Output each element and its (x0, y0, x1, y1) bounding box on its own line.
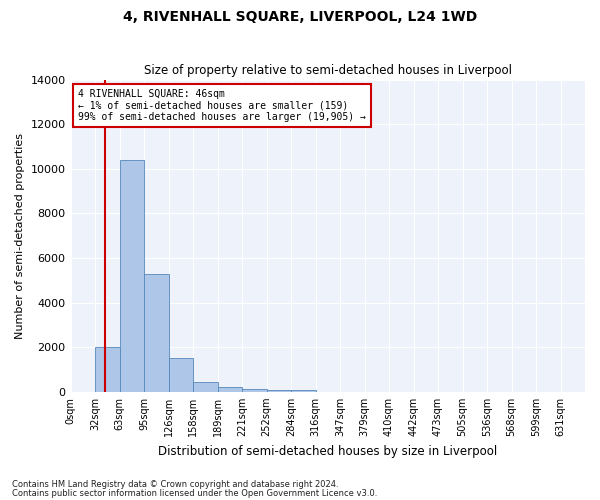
Bar (193, 382, 218, 392)
Bar (144, 274, 169, 392)
Text: 4, RIVENHALL SQUARE, LIVERPOOL, L24 1WD: 4, RIVENHALL SQUARE, LIVERPOOL, L24 1WD (123, 10, 477, 24)
Title: Size of property relative to semi-detached houses in Liverpool: Size of property relative to semi-detach… (144, 64, 512, 77)
Bar (291, 390, 316, 392)
Bar (119, 160, 144, 392)
Text: Contains public sector information licensed under the Open Government Licence v3: Contains public sector information licen… (12, 488, 377, 498)
Bar (242, 389, 266, 392)
Text: Contains HM Land Registry data © Crown copyright and database right 2024.: Contains HM Land Registry data © Crown c… (12, 480, 338, 489)
X-axis label: Distribution of semi-detached houses by size in Liverpool: Distribution of semi-detached houses by … (158, 444, 497, 458)
Y-axis label: Number of semi-detached properties: Number of semi-detached properties (15, 132, 25, 338)
Bar (169, 358, 193, 392)
Bar (218, 388, 242, 392)
Bar (266, 390, 291, 392)
Text: 4 RIVENHALL SQUARE: 46sqm
← 1% of semi-detached houses are smaller (159)
99% of : 4 RIVENHALL SQUARE: 46sqm ← 1% of semi-d… (78, 89, 366, 122)
Bar (95, 347, 119, 392)
